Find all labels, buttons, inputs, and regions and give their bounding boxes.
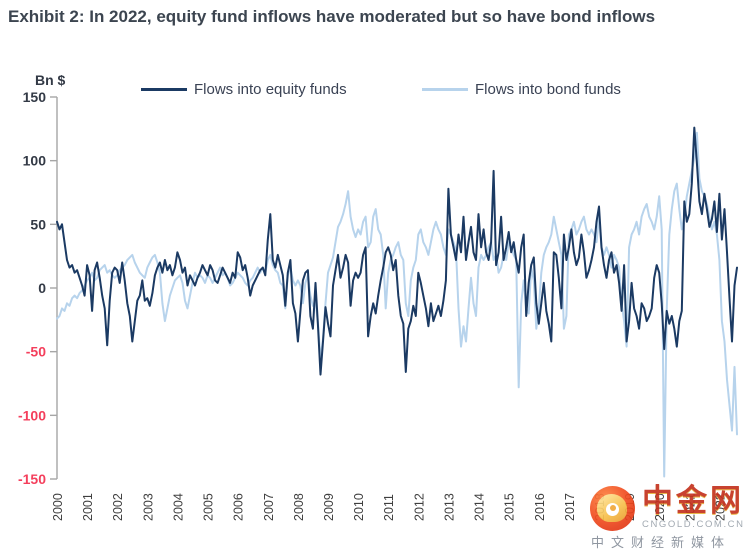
x-axis-year-label: 2020 — [653, 493, 667, 521]
y-axis-tick-label: 100 — [23, 153, 47, 169]
x-axis-year-label: 2010 — [352, 493, 366, 521]
watermark-brand-name: 中金网 — [642, 483, 744, 518]
y-axis-tick-label: -150 — [18, 471, 46, 487]
y-axis-unit-label: Bn $ — [35, 72, 66, 88]
chart-title: Exhibit 2: In 2022, equity fund inflows … — [8, 7, 656, 26]
x-axis-year-label: 2016 — [533, 493, 547, 521]
x-axis-year-label: 2022 — [713, 493, 727, 521]
x-axis-year-label: 2008 — [292, 493, 306, 521]
x-axis-year-label: 2003 — [141, 493, 155, 521]
x-axis-year-label: 2021 — [683, 493, 697, 521]
x-axis-year-label: 2004 — [171, 493, 185, 521]
x-axis-year-label: 2001 — [81, 493, 95, 521]
x-axis-year-label: 2011 — [382, 494, 396, 521]
y-axis-tick-label: 50 — [30, 216, 46, 232]
x-axis-year-label: 2000 — [51, 493, 65, 521]
cngold-logo-icon — [590, 486, 635, 531]
x-axis-year-label: 2002 — [111, 493, 125, 521]
legend-label-equity-funds: Flows into equity funds — [194, 80, 347, 98]
x-axis-year-label: 2017 — [563, 493, 577, 521]
equity-flows-line — [56, 126, 738, 376]
x-axis-year-label: 2015 — [503, 493, 517, 521]
x-axis-year-label: 2012 — [412, 493, 426, 521]
y-axis-tick-label: -100 — [18, 407, 46, 423]
watermark-cngold: 中金网 CNGOLD.COM.CN 中文财经新媒体 — [588, 484, 751, 552]
bond-line-swatch — [422, 87, 468, 91]
y-axis-tick-label: 0 — [38, 280, 46, 296]
legend: Flows into equity funds Flows into bond … — [0, 80, 751, 98]
x-axis-year-label: 2007 — [262, 493, 276, 521]
legend-item-bond-funds: Flows into bond funds — [422, 80, 621, 98]
x-axis-year-label: 2013 — [442, 493, 456, 521]
x-axis-year-label: 2006 — [232, 493, 246, 521]
watermark-text-block: 中金网 CNGOLD.COM.CN — [642, 483, 750, 531]
y-axis-tick-label: -50 — [26, 344, 46, 360]
gold-swirl-icon — [597, 494, 627, 522]
x-axis-year-label: 2014 — [473, 493, 487, 521]
legend-item-equity-funds: Flows into equity funds — [141, 80, 347, 98]
equity-line-swatch — [141, 87, 187, 91]
y-axis-tick-label: 150 — [23, 89, 47, 105]
watermark-domain: CNGOLD.COM.CN — [642, 519, 745, 530]
x-axis-year-label: 2005 — [202, 493, 216, 521]
x-axis-year-label: 2009 — [322, 493, 336, 521]
legend-label-bond-funds: Flows into bond funds — [475, 80, 621, 98]
bond-flows-line — [56, 131, 738, 478]
watermark-tagline: 中文财经新媒体 — [591, 535, 732, 550]
